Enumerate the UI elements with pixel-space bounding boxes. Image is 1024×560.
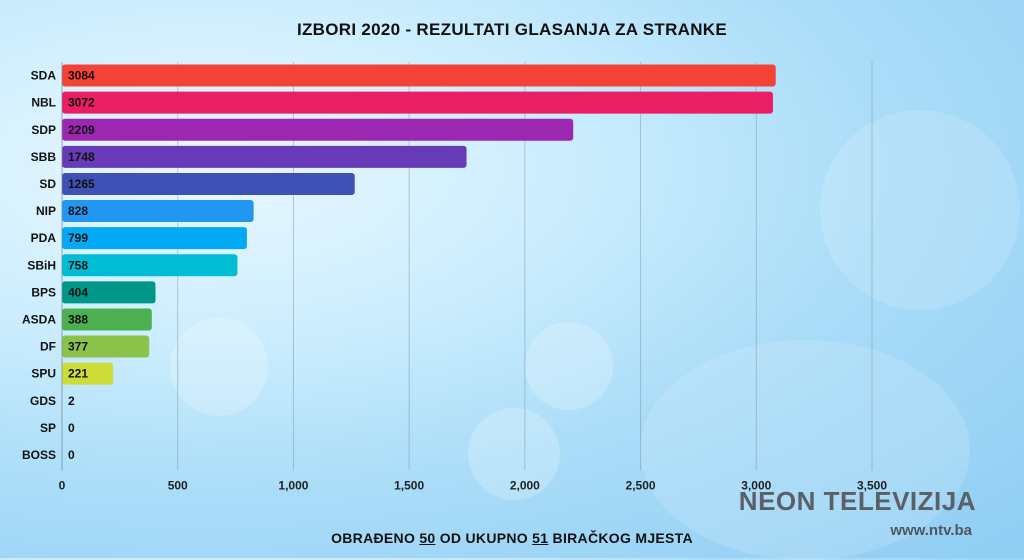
category-label: BOSS [22,448,56,462]
bar-nbl [62,91,773,114]
bar-sda [62,64,776,87]
bokeh-circle [468,408,560,500]
x-tick-label: 1,000 [278,479,308,493]
footer-suffix: BIRAČKOG MJESTA [548,530,693,546]
category-label: SP [40,421,56,435]
category-label: SBiH [27,258,56,272]
total-count: 51 [532,530,549,546]
bar-bps [62,281,156,304]
chart-title: IZBORI 2020 - REZULTATI GLASANJA ZA STRA… [296,20,728,39]
value-label: 1265 [68,177,95,191]
category-label: NBL [31,96,56,110]
value-label: 828 [68,204,88,218]
value-label: 388 [68,312,88,326]
category-label: SDA [31,69,57,83]
x-tick-label: 2,500 [626,479,656,493]
category-label: ASDA [22,312,56,326]
bokeh-circle [170,318,268,416]
x-tick-label: 500 [168,479,188,493]
brand-logo-text: NEON TELEVIZIJA [738,486,976,516]
value-label: 3072 [68,96,95,110]
category-label: BPS [31,285,56,299]
value-label: 2209 [68,123,95,137]
value-label: 799 [68,231,88,245]
bar-sbih [62,254,238,277]
bar-sbb [62,145,467,168]
x-tick-label: 0 [59,479,66,493]
bokeh-circle [820,110,1020,310]
category-label: SD [39,177,56,191]
footer-prefix: OBRAĐENO [331,530,420,546]
category-label: GDS [30,394,56,408]
bar-df [62,335,150,358]
value-label: 2 [68,394,75,408]
value-label: 0 [68,448,75,462]
bokeh-circle [525,322,613,410]
bokeh-circle [640,340,970,560]
x-tick-label: 3,000 [741,479,771,493]
value-label: 221 [68,367,88,381]
footer-middle: OD UKUPNO [435,530,533,546]
polling-stations-status: OBRAĐENO 50 OD UKUPNO 51 BIRAČKOG MJESTA [0,530,1024,546]
category-label: SDP [31,123,56,137]
value-label: 0 [68,421,75,435]
bar-pda [62,227,247,250]
bar-sdp [62,118,574,141]
bar-spu [62,362,114,385]
category-label: DF [40,340,56,354]
category-label: NIP [36,204,56,218]
x-tick-label: 2,000 [510,479,540,493]
x-tick-label: 3,500 [857,479,887,493]
value-label: 1748 [68,150,95,164]
category-label: SBB [31,150,57,164]
bar-asda [62,308,152,331]
value-label: 758 [68,258,88,272]
x-tick-label: 1,500 [394,479,424,493]
value-label: 3084 [68,69,95,83]
bar-sd [62,172,355,195]
brand-url: www.ntv.ba [890,522,972,539]
category-label: SPU [31,367,56,381]
value-label: 377 [68,340,88,354]
processed-count: 50 [419,530,436,546]
bar-nip [62,200,254,223]
value-label: 404 [68,285,88,299]
category-label: PDA [31,231,57,245]
